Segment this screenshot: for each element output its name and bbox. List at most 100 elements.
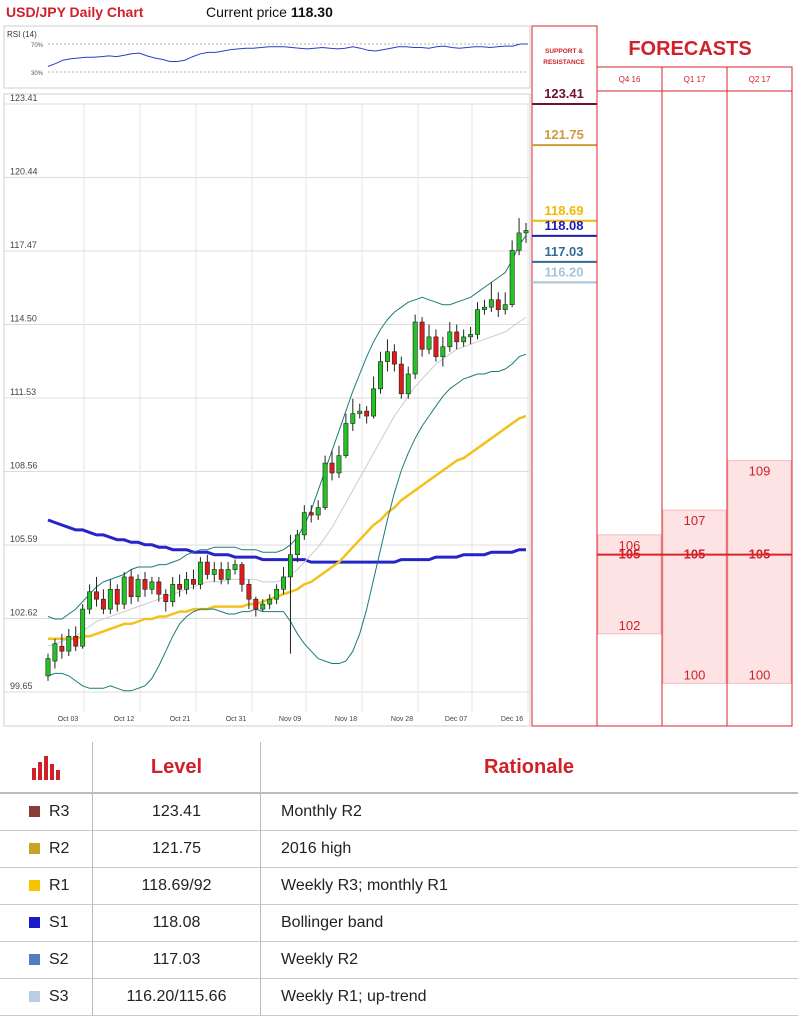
candle-body bbox=[150, 582, 154, 589]
row-level: 123.41 bbox=[93, 793, 261, 831]
candle-body bbox=[385, 352, 389, 362]
candle-body bbox=[309, 513, 313, 515]
candle-body bbox=[274, 589, 278, 599]
candle-body bbox=[399, 364, 403, 394]
forecast-high-label: 109 bbox=[749, 464, 771, 479]
forecast-low-label: 102 bbox=[619, 618, 641, 633]
forecast-column-label: Q1 17 bbox=[684, 75, 706, 84]
candle-body bbox=[482, 307, 486, 309]
candle-body bbox=[94, 592, 98, 599]
candle-body bbox=[164, 594, 168, 601]
row-code: R2 bbox=[49, 840, 69, 857]
candle-body bbox=[302, 513, 306, 535]
candle-body bbox=[67, 636, 71, 651]
candle-body bbox=[184, 579, 188, 589]
candle-body bbox=[74, 636, 78, 646]
candle-body bbox=[344, 423, 348, 455]
row-code: S1 bbox=[49, 914, 69, 931]
candle-body bbox=[101, 599, 105, 609]
candle-body bbox=[330, 463, 334, 473]
forecast-low-label: 100 bbox=[684, 667, 706, 682]
candle-body bbox=[378, 362, 382, 389]
sr-level-label: 116.20 bbox=[544, 264, 583, 279]
bar-chart-icon bbox=[31, 754, 65, 780]
rsi-panel bbox=[4, 26, 530, 88]
rationale-header: Rationale bbox=[261, 742, 798, 793]
y-tick-label: 102.62 bbox=[10, 608, 38, 618]
candle-body bbox=[420, 322, 424, 349]
x-tick-label: Oct 21 bbox=[170, 716, 191, 723]
current-price: Current price 118.30 bbox=[206, 4, 333, 20]
rsi-label: RSI (14) bbox=[7, 30, 37, 39]
y-tick-label: 108.56 bbox=[10, 461, 38, 471]
x-tick-label: Oct 12 bbox=[114, 716, 135, 723]
table-row: R1 118.69/92 Weekly R3; monthly R1 bbox=[0, 868, 798, 905]
sr-header-line2: RESISTANCE bbox=[543, 59, 585, 66]
row-rationale: Weekly R3; monthly R1 bbox=[261, 868, 798, 905]
candle-body bbox=[510, 250, 514, 304]
row-code: R3 bbox=[49, 803, 69, 820]
candle-body bbox=[434, 337, 438, 357]
x-tick-label: Dec 16 bbox=[501, 716, 523, 723]
row-rationale: Weekly R1; up-trend bbox=[261, 979, 798, 1016]
candle-body bbox=[261, 604, 265, 609]
candle-body bbox=[115, 589, 119, 604]
sr-level-label: 118.69 bbox=[544, 203, 583, 218]
rsi-level-label: 70% bbox=[31, 43, 44, 49]
row-level: 116.20/115.66 bbox=[93, 979, 261, 1016]
candle-body bbox=[455, 332, 459, 342]
chart-title: USD/JPY Daily Chart bbox=[6, 4, 143, 20]
row-rationale: 2016 high bbox=[261, 831, 798, 868]
row-code: R1 bbox=[49, 877, 69, 894]
forecast-band bbox=[663, 510, 726, 683]
row-rationale: Weekly R2 bbox=[261, 942, 798, 979]
y-tick-label: 114.50 bbox=[10, 314, 37, 324]
x-tick-label: Nov 28 bbox=[391, 716, 413, 723]
forecasts-title: FORECASTS bbox=[628, 38, 751, 60]
candle-body bbox=[268, 599, 272, 604]
row-level: 118.69/92 bbox=[93, 868, 261, 905]
candle-body bbox=[392, 352, 396, 364]
candle-body bbox=[475, 310, 479, 335]
candle-body bbox=[143, 579, 147, 589]
x-tick-label: Nov 09 bbox=[279, 716, 301, 723]
current-price-label: Current price bbox=[206, 4, 287, 20]
candle-body bbox=[122, 577, 126, 604]
candle-body bbox=[129, 577, 133, 597]
forecast-column-label: Q4 16 bbox=[619, 75, 641, 84]
sr-header-line1: SUPPORT & bbox=[545, 48, 583, 55]
row-code: S2 bbox=[49, 951, 69, 968]
y-tick-label: 105.59 bbox=[10, 534, 38, 544]
candle-body bbox=[46, 659, 50, 676]
candle-body bbox=[462, 337, 466, 342]
y-tick-label: 120.44 bbox=[10, 167, 38, 177]
rsi-level-label: 30% bbox=[31, 71, 44, 77]
table-row: R3 123.41 Monthly R2 bbox=[0, 793, 798, 831]
bar-chart-icon-cell bbox=[0, 742, 93, 793]
y-tick-label: 123.41 bbox=[10, 93, 38, 103]
candle-body bbox=[212, 570, 216, 575]
swatch-s2 bbox=[29, 954, 40, 965]
table-row: S1 118.08 Bollinger band bbox=[0, 905, 798, 942]
x-tick-label: Nov 18 bbox=[335, 716, 357, 723]
candle-body bbox=[136, 579, 140, 596]
sr-level-label: 123.41 bbox=[544, 86, 584, 101]
row-rationale: Bollinger band bbox=[261, 905, 798, 942]
levels-table: Level Rationale R3 123.41 Monthly R2 R2 … bbox=[0, 742, 798, 1016]
swatch-r2 bbox=[29, 843, 40, 854]
candle-body bbox=[448, 332, 452, 347]
candle-body bbox=[157, 582, 161, 594]
forecast-low-label: 100 bbox=[749, 667, 771, 682]
candle-body bbox=[427, 337, 431, 349]
candle-body bbox=[53, 644, 57, 661]
forecast-column-label: Q2 17 bbox=[749, 75, 771, 84]
candle-body bbox=[413, 322, 417, 374]
candle-body bbox=[337, 456, 341, 473]
candle-body bbox=[323, 463, 327, 508]
row-level: 118.08 bbox=[93, 905, 261, 942]
candle-body bbox=[316, 508, 320, 515]
level-header: Level bbox=[93, 742, 261, 793]
sr-level-label: 117.03 bbox=[544, 244, 583, 259]
table-row: R2 121.75 2016 high bbox=[0, 831, 798, 868]
x-tick-label: Oct 31 bbox=[226, 716, 247, 723]
